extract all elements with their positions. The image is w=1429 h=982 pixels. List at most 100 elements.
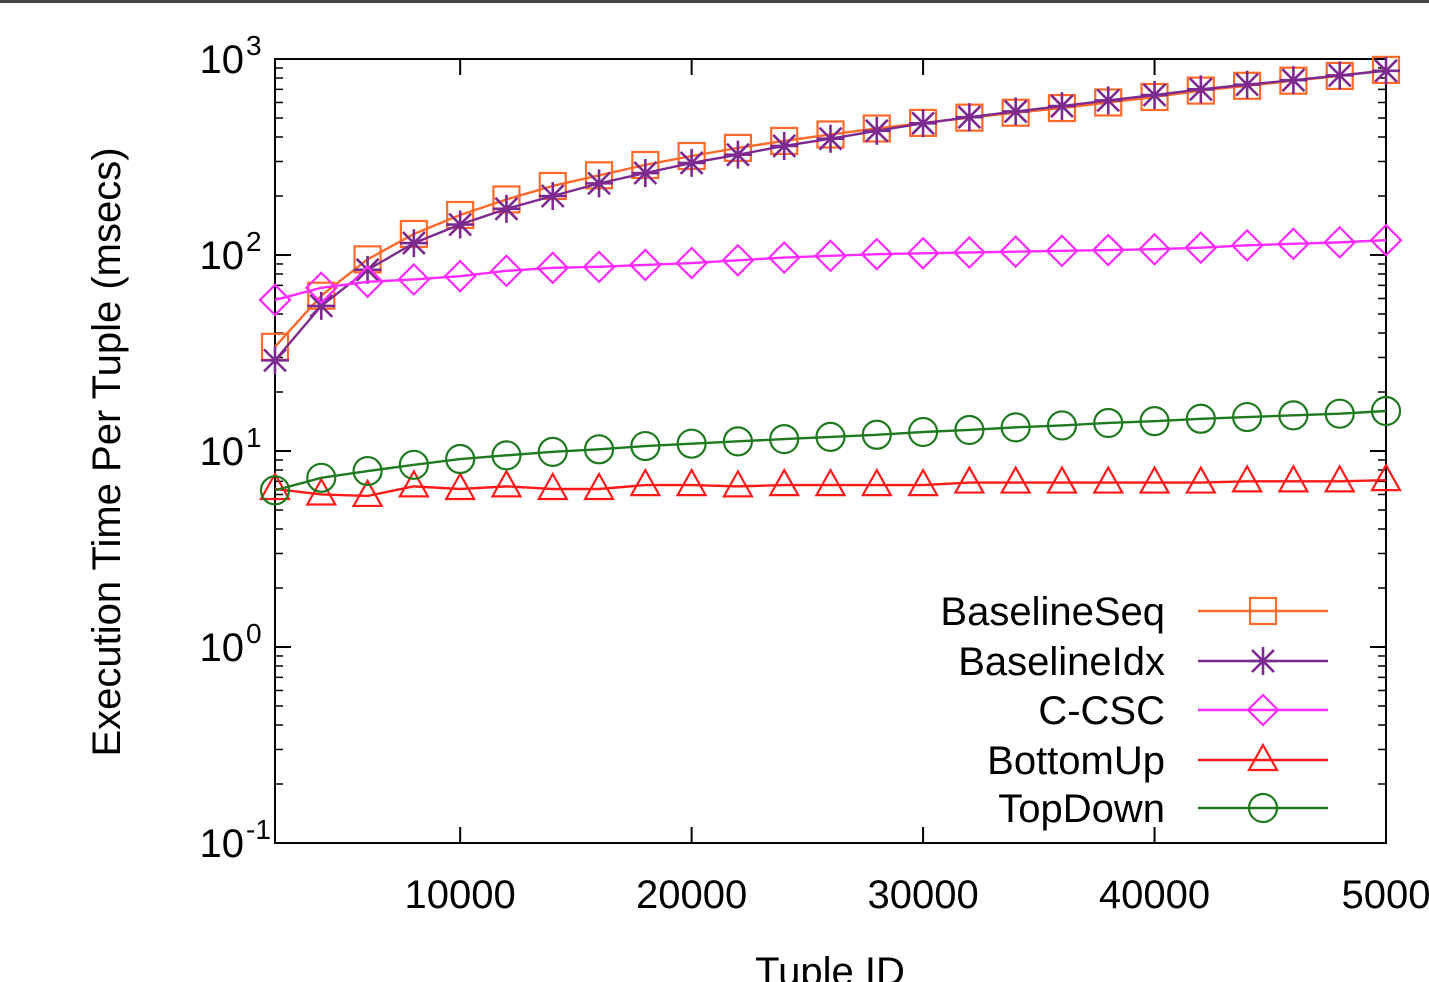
legend-entry: TopDown [998, 787, 1328, 831]
legend-label: BaselineSeq [940, 590, 1165, 634]
y-axis-label: Execution Time Per Tuple (msecs) [85, 147, 129, 756]
circle-marker [722, 426, 754, 457]
circle-marker [907, 416, 939, 448]
diamond-marker [1246, 693, 1280, 727]
y-tick-label-exponent: 0 [246, 618, 262, 649]
circle-marker [861, 419, 892, 450]
series-line [274, 238, 1387, 302]
star-marker [538, 181, 567, 210]
diamond-marker [1276, 227, 1310, 261]
series-line [274, 409, 1387, 492]
series-topdown [259, 395, 1402, 506]
series-lines [258, 55, 1403, 508]
diamond-marker [397, 262, 431, 297]
diamond-marker [628, 248, 662, 282]
star-marker [1001, 97, 1030, 126]
star-marker [816, 124, 845, 153]
triangle-marker [583, 471, 615, 501]
star-marker [1094, 86, 1123, 115]
diamond-marker [1137, 232, 1172, 266]
star-marker [1279, 66, 1308, 95]
triangle-marker [860, 467, 893, 497]
triangle-marker [1231, 464, 1264, 493]
star-marker [307, 291, 336, 320]
triangle-marker [397, 469, 430, 498]
legend-label: BaselineIdx [958, 640, 1165, 684]
triangle-marker [259, 471, 291, 501]
circle-marker [954, 414, 985, 446]
series-baselineseq [260, 55, 1401, 361]
series-line [274, 69, 1387, 362]
x-tick-label: 5000 [1342, 873, 1429, 917]
square-marker [1248, 596, 1278, 626]
legend-entry: BaselineIdx [958, 640, 1328, 684]
triangle-marker [444, 471, 477, 501]
diamond-marker [304, 271, 338, 305]
diamond-marker [1091, 233, 1125, 267]
star-marker [1186, 75, 1215, 104]
y-tick-label-exponent: 3 [246, 30, 262, 61]
circle-marker [1232, 401, 1263, 433]
star-marker [1047, 92, 1076, 121]
circle-marker [1324, 398, 1355, 429]
star-marker [585, 169, 614, 198]
circle-marker [1046, 410, 1078, 441]
legend-entry: BottomUp [987, 739, 1328, 783]
diamond-marker [906, 236, 940, 270]
x-tick-label: 30000 [867, 873, 978, 917]
diamond-marker [1369, 223, 1403, 257]
circle-marker [445, 443, 476, 475]
circle-marker [815, 421, 846, 453]
triangle-marker [1046, 465, 1078, 494]
y-tick-label-exponent: -1 [246, 814, 271, 845]
star-marker [677, 148, 706, 177]
circle-marker [491, 440, 522, 471]
circle-marker [537, 436, 568, 467]
circle-marker [1093, 407, 1124, 439]
circle-marker [1278, 400, 1309, 431]
x-tick-label: 40000 [1099, 873, 1210, 917]
circle-marker [1000, 412, 1031, 443]
star-marker [399, 229, 428, 258]
triangle-marker [907, 467, 939, 497]
y-tick-label: 10 [200, 430, 245, 474]
y-tick-label: 10 [200, 626, 245, 670]
circle-marker [1185, 403, 1216, 434]
circle-marker [352, 455, 383, 487]
circle-marker [306, 462, 337, 493]
x-tick-label: 10000 [405, 873, 516, 917]
diamond-marker [582, 250, 616, 284]
diamond-marker [443, 259, 477, 293]
y-tick-label-exponent: 1 [246, 422, 262, 453]
triangle-marker [953, 465, 986, 494]
triangle-marker [1138, 465, 1171, 494]
circle-marker [1139, 406, 1170, 437]
series-c-csc [258, 223, 1403, 317]
circle-marker [583, 434, 615, 465]
triangle-marker [305, 477, 338, 506]
legend-entry: BaselineSeq [940, 590, 1328, 634]
series-line [274, 68, 1387, 348]
triangle-marker [1323, 464, 1356, 493]
circle-marker [769, 424, 800, 455]
circle-marker [1247, 792, 1279, 824]
circle-marker [259, 475, 291, 506]
star-marker [770, 131, 799, 160]
legend-entry: C-CSC [1038, 689, 1328, 733]
star-marker [1140, 81, 1169, 110]
x-tick-label: 20000 [636, 873, 747, 917]
y-tick-label-exponent: 2 [246, 226, 262, 257]
diamond-marker [999, 235, 1033, 269]
star-marker [1249, 647, 1277, 675]
triangle-marker [536, 471, 569, 501]
y-tick-label: 10 [200, 234, 245, 278]
series-baselineidx [261, 56, 1400, 375]
star-marker [1372, 56, 1400, 85]
star-marker [353, 255, 382, 284]
triangle-marker [351, 478, 384, 508]
diamond-marker [1184, 231, 1218, 265]
star-marker [955, 103, 984, 132]
diamond-marker [860, 237, 894, 271]
triangle-marker [722, 469, 754, 498]
